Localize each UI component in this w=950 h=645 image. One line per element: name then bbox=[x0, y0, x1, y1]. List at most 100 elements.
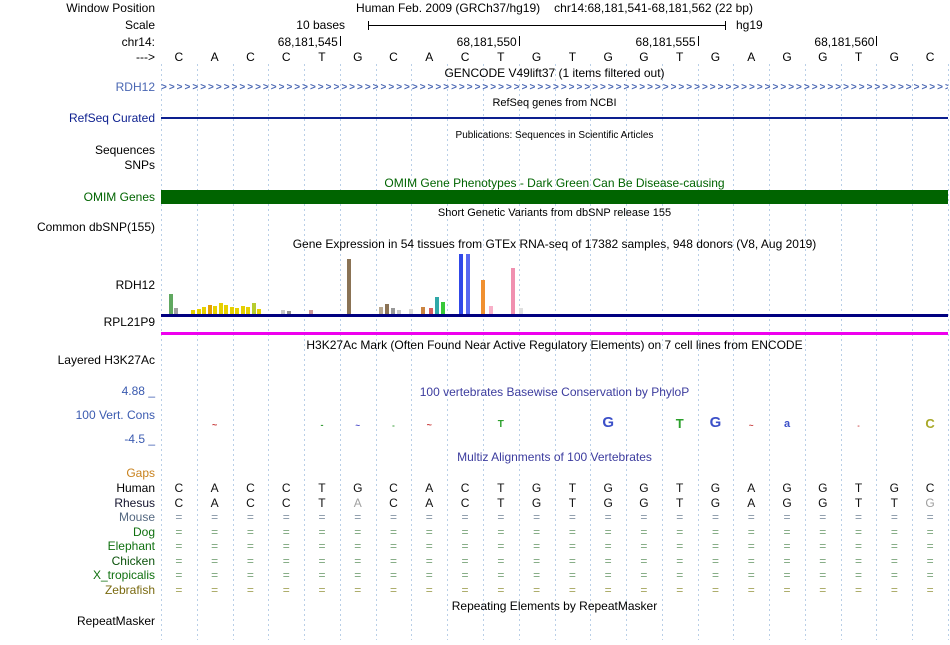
alignment-species-label-elephant[interactable]: Elephant bbox=[107, 539, 155, 553]
sequence-base: A bbox=[425, 50, 434, 64]
sequence-base: G bbox=[782, 50, 792, 64]
ruler-tick bbox=[518, 36, 520, 46]
guideline bbox=[554, 64, 556, 640]
alignment-unalignable-mark: = bbox=[783, 568, 791, 582]
alignment-unalignable-mark: = bbox=[855, 525, 863, 539]
track-label-gencode-rdh12[interactable]: RDH12 bbox=[115, 80, 155, 94]
alignment-species-label-rhesus[interactable]: Rhesus bbox=[114, 496, 155, 510]
alignment-base: C bbox=[925, 481, 935, 495]
gtex-expression-bar bbox=[519, 308, 523, 314]
alignment-unalignable-mark: = bbox=[533, 583, 541, 597]
track-label-sequences[interactable]: Sequences bbox=[94, 143, 155, 157]
alignment-species-label-dog[interactable]: Dog bbox=[132, 525, 155, 539]
track-label-layered-h3k27ac[interactable]: Layered H3K27Ac bbox=[57, 353, 155, 367]
alignment-unalignable-mark: = bbox=[246, 539, 254, 553]
alignment-unalignable-mark: = bbox=[711, 583, 719, 597]
alignment-unalignable-mark: = bbox=[461, 583, 469, 597]
gtex-expression-bar bbox=[459, 254, 463, 314]
alignment-species-label-x_tropicalis[interactable]: X_tropicalis bbox=[92, 568, 155, 582]
alignment-unalignable-mark: = bbox=[926, 525, 934, 539]
alignment-unalignable-mark: = bbox=[747, 510, 755, 524]
track-title-repeatmasker[interactable]: Repeating Elements by RepeatMasker bbox=[451, 599, 658, 613]
alignment-unalignable-mark: = bbox=[676, 583, 684, 597]
track-label-gtex-rpl21p9[interactable]: RPL21P9 bbox=[103, 315, 155, 329]
alignment-base: C bbox=[281, 496, 291, 510]
phylop-logo-letter: G bbox=[602, 414, 614, 431]
track-title-h3k27ac[interactable]: H3K27Ac Mark (Often Found Near Active Re… bbox=[306, 338, 803, 352]
alignment-unalignable-mark: = bbox=[640, 510, 648, 524]
guideline bbox=[948, 64, 949, 640]
track-label-snps[interactable]: SNPs bbox=[124, 158, 155, 172]
sequence-base: C bbox=[281, 50, 291, 64]
alignment-unalignable-mark: = bbox=[354, 554, 362, 568]
alignment-unalignable-mark: = bbox=[175, 554, 183, 568]
alignment-unalignable-mark: = bbox=[568, 583, 576, 597]
track-title-phylop[interactable]: 100 vertebrates Basewise Conservation by… bbox=[419, 385, 690, 399]
alignment-unalignable-mark: = bbox=[318, 583, 326, 597]
omim-gene-bar[interactable] bbox=[161, 190, 948, 204]
track-title-gtex[interactable]: Gene Expression in 54 tissues from GTEx … bbox=[292, 237, 817, 251]
track-label-100-vert-cons[interactable]: 100 Vert. Cons bbox=[75, 408, 155, 422]
alignment-unalignable-mark: = bbox=[211, 568, 219, 582]
alignment-base: C bbox=[174, 496, 184, 510]
gtex-gene-line-rdh12[interactable] bbox=[161, 314, 948, 317]
alignment-unalignable-mark: = bbox=[926, 568, 934, 582]
phylop-logo-letter: a bbox=[783, 418, 791, 430]
alignment-base: G bbox=[710, 496, 721, 510]
alignment-unalignable-mark: = bbox=[676, 568, 684, 582]
alignment-unalignable-mark: = bbox=[246, 583, 254, 597]
sequence-base: G bbox=[531, 50, 542, 64]
track-title-multiz[interactable]: Multiz Alignments of 100 Vertebrates bbox=[457, 450, 652, 464]
phylop-logo-letter: ~ bbox=[748, 421, 754, 430]
ruler-tick-label: 68,181,555 bbox=[635, 35, 696, 49]
track-label-omim-genes[interactable]: OMIM Genes bbox=[83, 190, 155, 204]
alignment-unalignable-mark: = bbox=[533, 539, 541, 553]
guideline bbox=[482, 64, 484, 640]
alignment-species-label-human[interactable]: Human bbox=[116, 481, 155, 495]
alignment-unalignable-mark: = bbox=[640, 568, 648, 582]
alignment-unalignable-mark: = bbox=[783, 583, 791, 597]
track-title-dbsnp[interactable]: Short Genetic Variants from dbSNP releas… bbox=[437, 207, 672, 219]
alignment-base: G bbox=[353, 481, 363, 495]
track-title-omim[interactable]: OMIM Gene Phenotypes - Dark Green Can Be… bbox=[384, 176, 725, 190]
track-label-refseq-curated[interactable]: RefSeq Curated bbox=[68, 111, 155, 125]
alignment-base: A bbox=[210, 496, 219, 510]
phylop-logo-letter: ~ bbox=[426, 420, 432, 430]
gtex-expression-bar bbox=[429, 308, 433, 314]
alignment-base: T bbox=[890, 496, 898, 510]
alignment-base: A bbox=[353, 496, 362, 510]
track-label-common-dbsnp[interactable]: Common dbSNP(155) bbox=[36, 220, 155, 234]
track-title-publications[interactable]: Publications: Sequences in Scientific Ar… bbox=[455, 130, 654, 141]
alignment-unalignable-mark: = bbox=[855, 510, 863, 524]
alignment-base: G bbox=[818, 496, 828, 510]
alignment-unalignable-mark: = bbox=[461, 525, 469, 539]
guideline bbox=[840, 64, 842, 640]
alignment-unalignable-mark: = bbox=[783, 554, 791, 568]
alignment-unalignable-mark: = bbox=[819, 583, 827, 597]
scale-label: Scale bbox=[124, 18, 155, 32]
gtex-expression-bar bbox=[441, 302, 445, 314]
track-label-repeatmasker[interactable]: RepeatMasker bbox=[76, 614, 155, 628]
track-label-gaps[interactable]: Gaps bbox=[126, 466, 155, 480]
track-label-gtex-rdh12[interactable]: RDH12 bbox=[115, 278, 155, 292]
alignment-unalignable-mark: = bbox=[855, 539, 863, 553]
window-position-text: Human Feb. 2009 (GRCh37/hg19) chr14:68,18… bbox=[161, 2, 948, 15]
refseq-curated-gene-line[interactable] bbox=[161, 117, 948, 119]
guideline bbox=[411, 64, 413, 640]
track-title-refseq[interactable]: RefSeq genes from NCBI bbox=[492, 97, 617, 109]
phylop-logo-letter: C bbox=[925, 416, 935, 431]
gtex-expression-chart[interactable] bbox=[161, 248, 948, 314]
alignment-species-label-mouse[interactable]: Mouse bbox=[118, 510, 155, 524]
gtex-gene-line-rpl21p9[interactable] bbox=[161, 332, 948, 335]
guideline bbox=[232, 64, 234, 640]
track-title-gencode[interactable]: GENCODE V49lift37 (1 items filtered out) bbox=[444, 66, 665, 80]
alignment-base: G bbox=[639, 496, 649, 510]
alignment-unalignable-mark: = bbox=[533, 568, 541, 582]
alignment-unalignable-mark: = bbox=[676, 539, 684, 553]
gencode-transcript-intron-arrows[interactable]: >>>>>>>>>>>>>>>>>>>>>>>>>>>>>>>>>>>>>>>>… bbox=[161, 82, 948, 93]
alignment-species-label-zebrafish[interactable]: Zebrafish bbox=[104, 583, 155, 597]
phylop-logo-letter: T bbox=[675, 416, 684, 431]
alignment-unalignable-mark: = bbox=[318, 568, 326, 582]
alignment-species-label-chicken[interactable]: Chicken bbox=[111, 554, 155, 568]
alignment-base: G bbox=[603, 496, 613, 510]
